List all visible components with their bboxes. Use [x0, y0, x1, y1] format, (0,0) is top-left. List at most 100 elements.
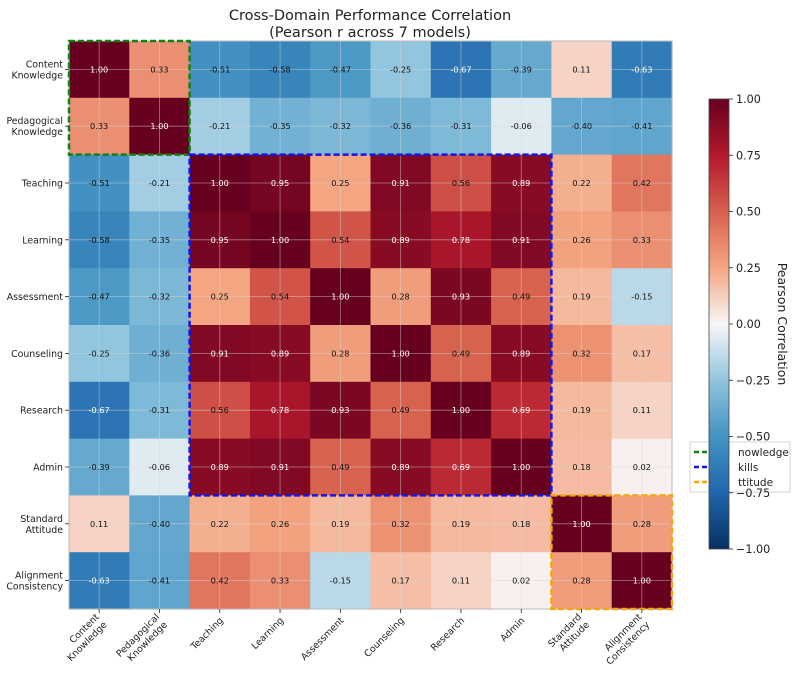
cell-value-label: 0.28 — [572, 576, 590, 586]
cell-value-label: 1.00 — [512, 462, 530, 472]
cell-value-label: 0.28 — [633, 519, 651, 529]
cell-value-label: -0.40 — [149, 519, 170, 529]
cell-value-label: 0.91 — [512, 235, 530, 245]
row-tick-label: Counseling — [11, 349, 63, 360]
cell-value-label: 0.89 — [392, 462, 410, 472]
cell-value-label: 1.00 — [633, 576, 651, 586]
cell-value-label: -0.15 — [631, 292, 652, 302]
cell-value-label: -0.06 — [149, 462, 170, 472]
cell-value-label: -0.39 — [511, 64, 532, 74]
cell-value-label: 0.95 — [271, 178, 289, 188]
cell-value-label: 0.95 — [211, 235, 229, 245]
cell-value-label: 0.28 — [392, 292, 410, 302]
cell-value-label: -0.32 — [330, 121, 351, 131]
colorbar-ticks: 1.00 0.75 0.50 0.25 0.00 −0.25 −0.50 −0.75 −1.00 — [729, 93, 770, 556]
cell-value-label: 0.33 — [271, 576, 289, 586]
cell-value-label: -0.63 — [89, 576, 110, 586]
cell-value-label: 1.00 — [271, 235, 289, 245]
cell-value-label: 0.17 — [633, 348, 651, 358]
row-tick-label: Assessment — [7, 292, 64, 303]
colorbar-tick-label: 0.50 — [736, 206, 761, 219]
column-tick-labels: ContentKnowledge PedagogicalKnowledge Teac… — [65, 609, 653, 667]
legend: nowledge kills ttitude — [689, 441, 791, 493]
cell-value-label: -0.51 — [209, 64, 230, 74]
cell-value-label: 0.78 — [452, 235, 470, 245]
cell-value-label: 1.00 — [572, 519, 590, 529]
col-tick-label: Admin — [498, 615, 527, 644]
cell-value-label: 0.22 — [572, 178, 590, 188]
cell-value-label: 0.19 — [572, 405, 590, 415]
col-tick-label: AlignmentConsistency — [597, 611, 653, 667]
cell-value-label: 0.89 — [512, 348, 530, 358]
cell-value-label: -0.47 — [89, 292, 110, 302]
cell-value-label: 0.17 — [392, 576, 410, 586]
cell-value-label: 0.91 — [392, 178, 410, 188]
row-tick-label: Standard Attitude — [20, 514, 63, 536]
colorbar-tick-label: 0.75 — [736, 149, 761, 162]
cell-value-label: -0.25 — [390, 64, 411, 74]
colorbar-tick-label: −0.25 — [736, 374, 770, 387]
cell-value-label: 1.00 — [392, 348, 410, 358]
cell-value-label: -0.36 — [149, 348, 170, 358]
row-tick-label: Teaching — [21, 179, 63, 190]
colorbar-label: Pearson Correlation — [775, 263, 790, 386]
col-tick-label: Counseling — [362, 615, 407, 660]
group-box-skills — [188, 153, 553, 497]
cell-value-label: 0.49 — [392, 405, 410, 415]
heatmap-frame — [68, 40, 673, 610]
colorbar-tick-label: 0.25 — [736, 262, 761, 275]
col-tick-label: Research — [429, 615, 467, 653]
row-tick-label: Research — [20, 406, 63, 417]
cell-value-label: 0.25 — [331, 178, 349, 188]
cell-value-label: -0.58 — [89, 235, 110, 245]
cell-value-label: 1.00 — [211, 178, 229, 188]
row-tick-label: Learning — [22, 235, 63, 246]
cell-value-label: -0.31 — [149, 405, 170, 415]
cell-value-label: 0.25 — [211, 292, 229, 302]
cell-value-label: 1.00 — [452, 405, 470, 415]
colorbar-tick-label: −0.75 — [736, 487, 770, 500]
cell-value-label: -0.15 — [330, 576, 351, 586]
cell-value-label: -0.32 — [149, 292, 170, 302]
cell-value-label: 0.32 — [572, 348, 590, 358]
cell-value-label: 0.91 — [211, 348, 229, 358]
cell-value-label: 0.89 — [392, 235, 410, 245]
cell-value-label: 0.42 — [633, 178, 651, 188]
legend-knowledge-label: nowledge — [738, 447, 789, 459]
cell-value-label: 0.26 — [572, 235, 590, 245]
cell-value-label: 0.69 — [512, 405, 530, 415]
row-tick-label: Content Knowledge — [11, 59, 63, 81]
colorbar-tick-label: 1.00 — [736, 93, 761, 106]
cell-value-label: 0.54 — [271, 292, 289, 302]
cell-value-label: 1.00 — [90, 64, 108, 74]
cell-value-label: -0.06 — [511, 121, 532, 131]
cell-value-label: -0.40 — [571, 121, 592, 131]
cell-value-label: 0.02 — [633, 462, 651, 472]
cell-value-label: 0.33 — [633, 235, 651, 245]
cell-value-label: -0.67 — [89, 405, 110, 415]
cell-value-label: -0.67 — [450, 64, 471, 74]
cell-value-label: 0.89 — [211, 462, 229, 472]
cell-value-label: 0.56 — [211, 405, 229, 415]
cell-value-label: -0.35 — [269, 121, 290, 131]
cell-value-label: 0.78 — [271, 405, 289, 415]
cell-value-label: -0.21 — [149, 178, 170, 188]
cell-value-label: 0.49 — [452, 348, 470, 358]
cell-value-label: -0.51 — [89, 178, 110, 188]
cell-value-label: 1.00 — [150, 121, 168, 131]
row-tick-label: Admin — [33, 463, 63, 474]
col-tick-label: Teaching — [188, 615, 226, 653]
cell-value-label: 0.56 — [452, 178, 470, 188]
cell-value-label: 0.28 — [331, 348, 349, 358]
cell-value-label: 0.54 — [331, 235, 349, 245]
cell-value-label: 0.49 — [331, 462, 349, 472]
cell-value-label: 0.32 — [392, 519, 410, 529]
colorbar-gradient — [708, 98, 730, 550]
cell-value-label: -0.63 — [631, 64, 652, 74]
heatmap-cell-labels: 1.00 0.33 -0.51 -0.58 -0.47 -0.25 -0.67 -0.39 0.… — [89, 64, 653, 585]
cell-value-label: 0.22 — [211, 519, 229, 529]
row-tick-labels: Content Knowledge Pedagogical Knowledge Teac… — [6, 59, 69, 593]
cell-value-label: 0.02 — [512, 576, 530, 586]
cell-value-label: -0.21 — [209, 121, 230, 131]
